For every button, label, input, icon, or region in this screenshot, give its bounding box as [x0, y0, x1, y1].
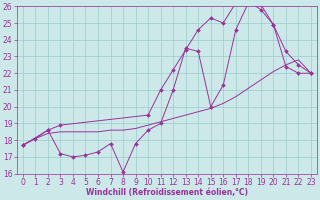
X-axis label: Windchill (Refroidissement éolien,°C): Windchill (Refroidissement éolien,°C)	[86, 188, 248, 197]
